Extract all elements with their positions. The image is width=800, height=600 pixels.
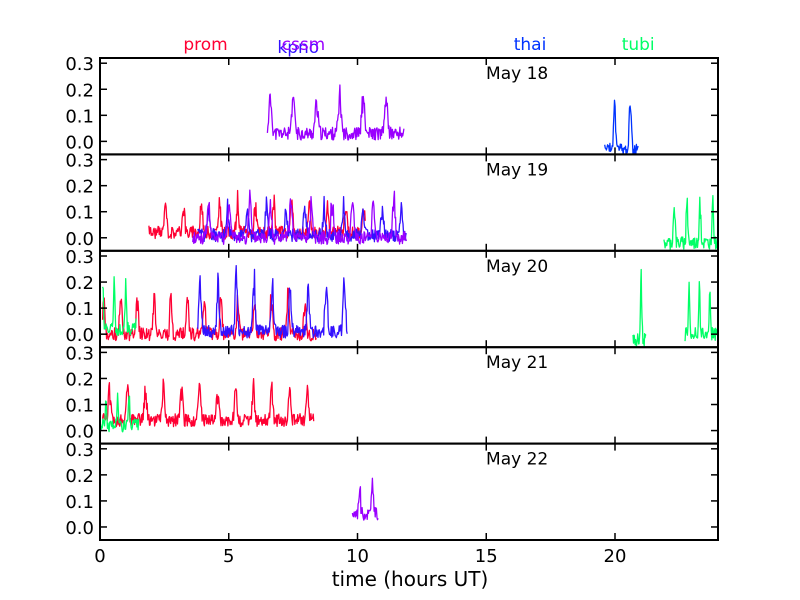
- panel-date-label: May 22: [486, 450, 548, 470]
- station-label-prom: prom: [183, 35, 227, 55]
- y-tick-label: 0.0: [65, 132, 94, 153]
- x-tick-label: 0: [94, 546, 105, 567]
- x-tick-label: 20: [604, 546, 627, 567]
- station-label-tubi: tubi: [622, 35, 655, 55]
- series-cssm-panel-5: [351, 477, 379, 521]
- panel-frame: [99, 442, 719, 542]
- panel-4: 0.0 0.1 0.2 0.3 May 21: [65, 343, 719, 445]
- series-prom-panel-4: [101, 378, 315, 428]
- panel-date-label: May 19: [486, 160, 548, 180]
- series-tubi-panel-3: [684, 281, 718, 342]
- y-tick-label: 0.1: [65, 106, 94, 127]
- y-tick-label: 0.3: [65, 440, 94, 461]
- series-tubi-panel-3: [632, 268, 647, 347]
- series-cssm-panel-1: [266, 84, 405, 141]
- panel-1: 0.0 0.1 0.2 0.3 May 18: [65, 54, 719, 156]
- series-tubi-panel-2: [663, 195, 718, 251]
- series-prom-panel-2: [148, 189, 366, 240]
- panel-date-label: May 21: [486, 353, 548, 373]
- panel-5: 0.0 0.1 0.2 0.3 May 22: [65, 440, 719, 542]
- panel-date-label: May 18: [486, 64, 548, 84]
- y-tick-label: 0.2: [65, 466, 94, 487]
- y-tick-label: 0.1: [65, 299, 94, 320]
- x-tick-label: 10: [346, 546, 369, 567]
- x-tick-label: 5: [223, 546, 234, 567]
- y-tick-label: 0.0: [65, 325, 94, 346]
- x-axis-title: time (hours UT): [332, 567, 489, 591]
- y-tick-label: 0.2: [65, 177, 94, 198]
- panel-frame: [99, 57, 719, 156]
- panels: 0.00.10.20.3 May 180.00.10.20.3 May 190.00…: [65, 54, 719, 542]
- station-label-kpno: kpno: [277, 38, 319, 58]
- y-tick-label: 0.1: [65, 203, 94, 224]
- y-tick-label: 0.1: [65, 396, 94, 417]
- x-tick-label: 15: [475, 546, 498, 567]
- y-tick-label: 0.0: [65, 518, 94, 539]
- y-tick-label: 0.3: [65, 343, 94, 364]
- series-tubi-panel-3: [101, 276, 137, 336]
- series-tubi-panel-4: [100, 392, 140, 433]
- y-tick-label: 0.2: [65, 273, 94, 294]
- y-tick-label: 0.0: [65, 422, 94, 443]
- y-tick-label: 0.3: [65, 54, 94, 75]
- y-tick-label: 0.2: [65, 80, 94, 101]
- panel-frame: [99, 346, 719, 445]
- station-label-thai: thai: [514, 35, 547, 55]
- y-tick-label: 0.3: [65, 151, 94, 172]
- station-label-cssm: cssm: [282, 35, 326, 55]
- panel-date-label: May 20: [486, 257, 548, 277]
- panel-3: 0.0 0.1 0.2 0.3 May 20: [65, 247, 719, 349]
- series-cssm-panel-2: [192, 189, 408, 245]
- y-tick-label: 0.2: [65, 369, 94, 390]
- x-axis: 0 5 10 15 20: [94, 546, 626, 567]
- y-tick-label: 0.0: [65, 229, 94, 250]
- panel-2: 0.0 0.1 0.2 0.3 May 19: [65, 151, 719, 252]
- series-kpno-panel-3: [197, 264, 348, 339]
- y-tick-label: 0.3: [65, 247, 94, 268]
- series-thai-panel-1: [604, 99, 639, 155]
- y-tick-label: 0.1: [65, 492, 94, 513]
